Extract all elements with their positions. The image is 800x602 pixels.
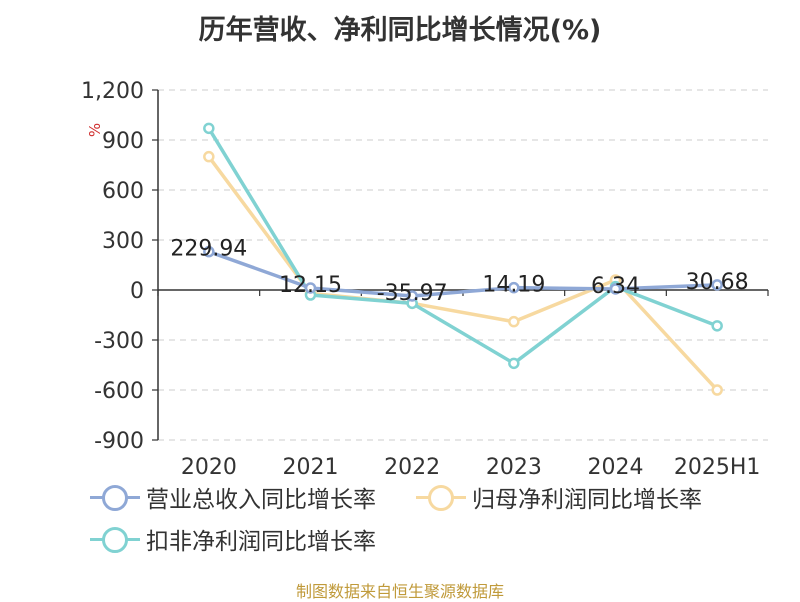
- y-axis-unit-label: %: [86, 123, 104, 137]
- data-labels: 229.94 12.15 -35.97 14.19 6.34 30.68: [170, 237, 748, 306]
- source-footer: 制图数据来自恒生聚源数据库: [295, 582, 504, 601]
- axes: 1,200 900 600 300 0 -300 -600 -900% 2020 2021 2022…: [81, 79, 769, 480]
- data-point: [406, 290, 418, 302]
- data-point: [203, 122, 215, 135]
- x-tick-label: 2022: [384, 455, 440, 480]
- data-point: [711, 279, 723, 291]
- x-tick-label: 2023: [486, 455, 542, 480]
- x-tick-label: 2021: [283, 455, 339, 480]
- series-line-0: [208, 250, 718, 298]
- legend-label: 归母净利润同比增长率: [472, 487, 702, 513]
- legend-label: 扣非净利润同比增长率: [146, 529, 376, 555]
- data-point: [508, 315, 520, 328]
- data-point: [508, 357, 520, 370]
- legend-line-icon: [416, 484, 466, 511]
- series-lines: [203, 122, 723, 396]
- y-tick-label: 300: [102, 229, 144, 254]
- data-point: [508, 281, 520, 294]
- x-tick-label: 2020: [181, 455, 237, 480]
- x-tick-label: 2024: [588, 455, 644, 480]
- data-label: 229.94: [170, 237, 247, 262]
- data-label: 30.68: [686, 270, 749, 295]
- series-line-2: [207, 127, 718, 366]
- legend-line-icon: [90, 484, 140, 511]
- y-tick-label: 600: [102, 179, 144, 204]
- data-point: [609, 283, 622, 295]
- data-point: [711, 320, 723, 332]
- data-label: 12.15: [279, 273, 342, 298]
- y-tick-label: 1,200: [81, 79, 144, 104]
- grid-lines: [158, 89, 768, 441]
- y-tick-label: 900: [102, 129, 144, 154]
- chart-title: 历年营收、净利同比增长情况(%): [198, 15, 602, 46]
- data-point: [304, 282, 317, 294]
- x-tick-label: 2025H1: [674, 455, 761, 480]
- legend-item-net-profit[interactable]: 归母净利润同比增长率: [416, 480, 702, 514]
- y-tick-label: -600: [94, 379, 144, 404]
- data-label: -35.97: [377, 281, 448, 306]
- data-point: [711, 384, 723, 396]
- legend-line-icon: [90, 526, 140, 553]
- data-label: 6.34: [591, 274, 640, 299]
- y-tick-label: -900: [94, 429, 144, 454]
- data-point: [203, 150, 215, 163]
- y-tick-label: -300: [94, 329, 144, 354]
- y-tick-label: 0: [130, 279, 144, 304]
- data-point: [203, 245, 215, 258]
- data-label: 14.19: [482, 273, 545, 298]
- legend-item-deducted-net-profit[interactable]: 扣非净利润同比增长率: [90, 522, 376, 556]
- legend-label: 营业总收入同比增长率: [146, 487, 376, 513]
- legend-item-revenue[interactable]: 营业总收入同比增长率: [90, 480, 376, 514]
